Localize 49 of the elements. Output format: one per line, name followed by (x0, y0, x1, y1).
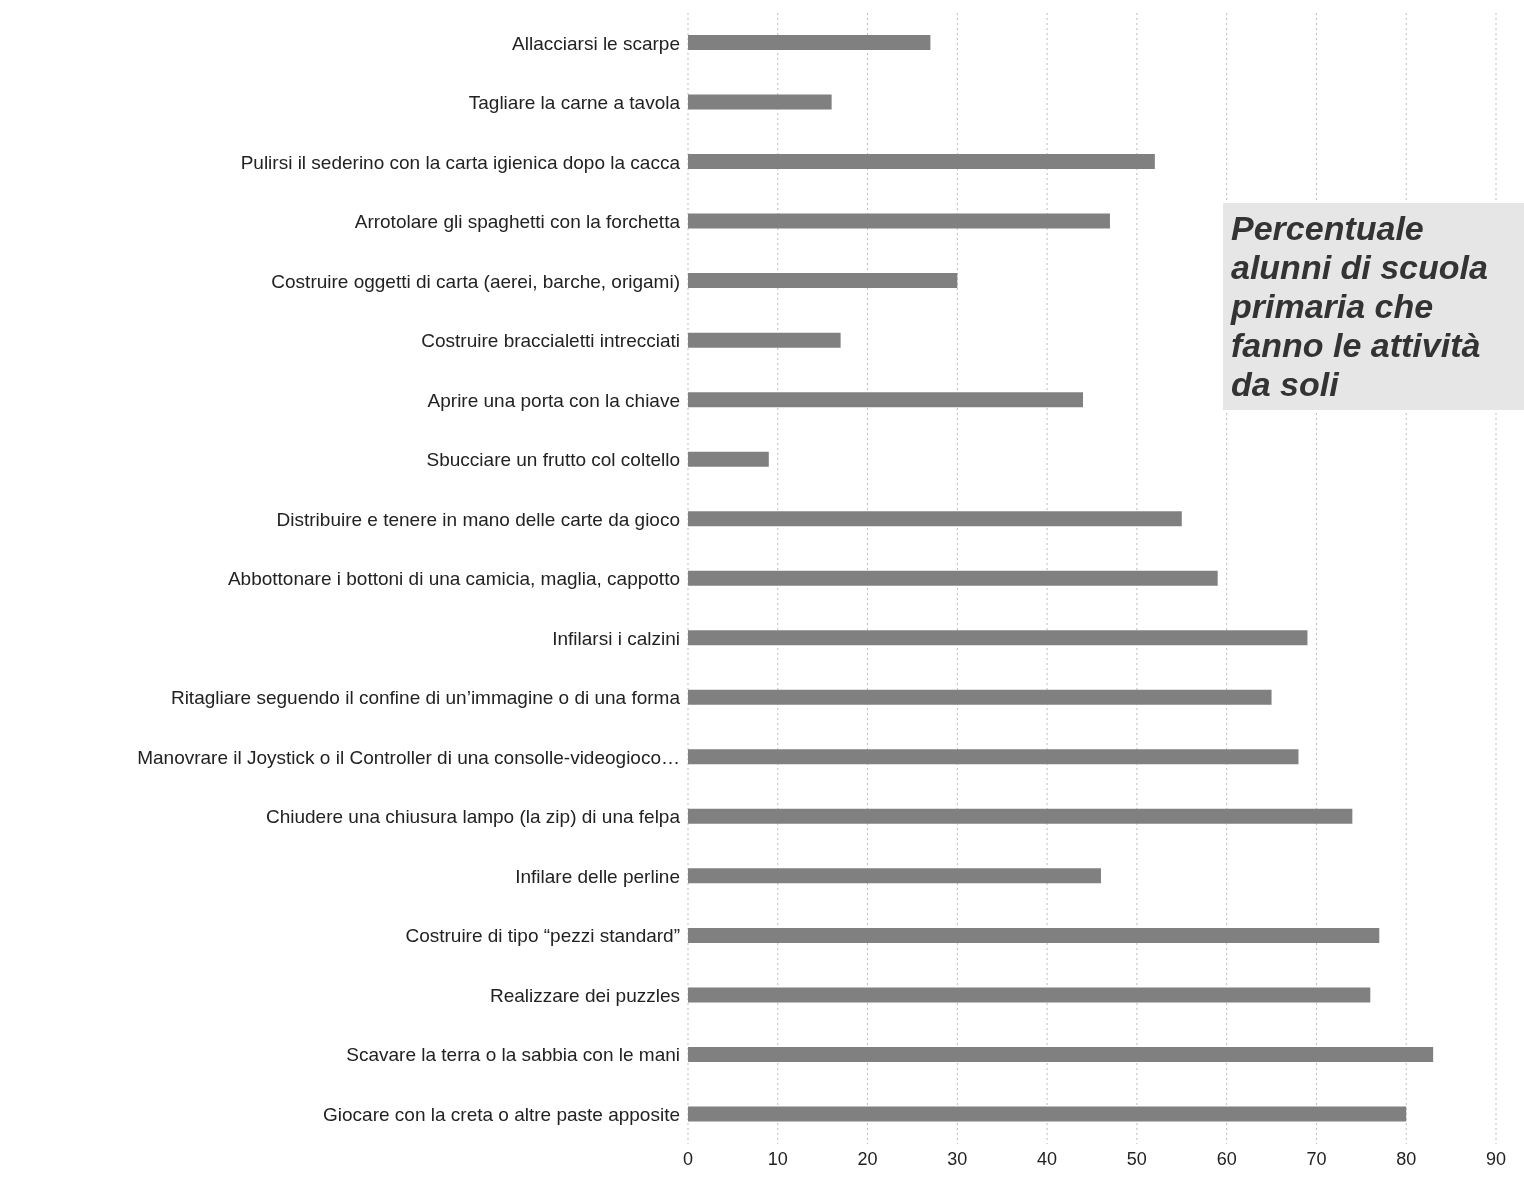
y-tick-label: Abbottonare i bottoni di una camicia, maglia, cappotto (227, 568, 680, 590)
bar (688, 35, 931, 50)
bar (688, 1106, 1407, 1122)
y-tick-label: Distribuire e tenere in mano delle carte da gioco (276, 508, 680, 530)
bar (688, 570, 1218, 586)
bar (688, 154, 1155, 170)
y-tick-label: Ritagliare seguendo il confine di un’immagine o di una forma (170, 687, 681, 709)
bar (688, 451, 769, 467)
bar (688, 332, 841, 348)
y-tick-label: Allacciarsi le scarpe (512, 32, 680, 54)
bar (688, 630, 1308, 646)
y-tick-label: Costruire oggetti di carta (aerei, barche, origami) (271, 270, 680, 292)
y-tick-label: Chiudere una chiusura lampo (la zip) di una felpa (265, 806, 681, 828)
y-tick-label: Aprire una porta con la chiave (427, 389, 680, 411)
x-tick-label: 40 (1037, 1148, 1058, 1169)
y-tick-label: Arrotolare gli spaghetti con la forchetta (354, 211, 681, 233)
y-tick-label: Costruire di tipo “pezzi standard” (405, 925, 680, 947)
x-tick-label: 60 (1216, 1148, 1237, 1169)
bar (688, 273, 958, 289)
bar (688, 868, 1101, 884)
x-tick-label: 70 (1306, 1148, 1327, 1169)
bar (688, 749, 1299, 765)
bar (688, 987, 1371, 1003)
y-tick-label: Pulirsi il sederino con la carta igienica dopo la cacca (240, 151, 681, 173)
bar (688, 511, 1182, 527)
y-tick-label: Giocare con la creta o altre paste apposite (323, 1103, 680, 1125)
x-tick-label: 10 (767, 1148, 788, 1169)
bar (688, 213, 1110, 229)
y-tick-label: Tagliare la carne a tavola (468, 92, 681, 114)
y-tick-label: Scavare la terra o la sabbia con le mani (346, 1044, 680, 1066)
x-tick-label: 90 (1485, 1148, 1507, 1169)
bar (688, 689, 1272, 705)
x-tick-label: 80 (1396, 1148, 1417, 1169)
x-tick-label: 30 (947, 1148, 968, 1169)
x-tick-label: 20 (857, 1148, 878, 1169)
x-tick-label: 0 (682, 1148, 694, 1169)
bar (688, 927, 1380, 943)
y-tick-label: Infilare delle perline (515, 865, 680, 887)
text: Percentuale alunni di scuola primaria che fanno le attività da soli (1223, 203, 1524, 411)
bar (688, 808, 1353, 824)
y-tick-label: Sbucciare un frutto col coltello (426, 449, 680, 471)
y-tick-label: Costruire braccialetti intrecciati (421, 330, 680, 352)
bar (688, 392, 1084, 408)
bar (688, 94, 832, 110)
y-tick-label: Manovrare il Joystick o il Controller di una consolle-videogioco… (137, 746, 680, 768)
y-tick-label: Realizzare dei puzzles (489, 984, 680, 1006)
y-tick-label: Infilarsi i calzini (552, 627, 680, 649)
x-tick-label: 50 (1126, 1148, 1147, 1169)
bar (688, 1046, 1434, 1062)
